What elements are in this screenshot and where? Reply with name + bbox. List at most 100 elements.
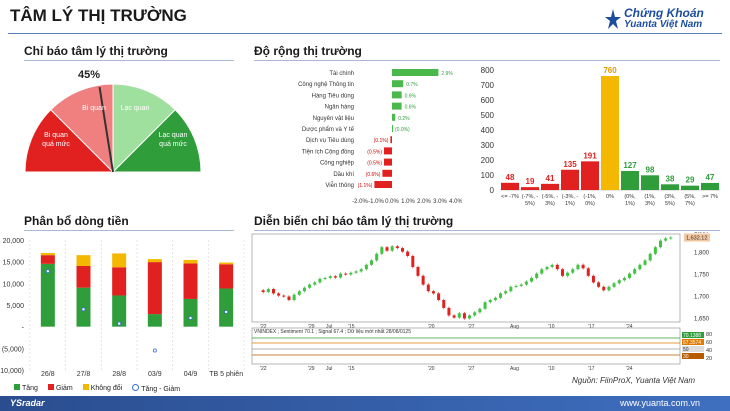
flow-bar [112, 267, 127, 296]
flow-y-tick: 10,000 [3, 281, 25, 288]
price-candle [406, 251, 410, 256]
price-candle [659, 240, 663, 248]
sector-value-label: (0.5%) [367, 161, 382, 167]
flow-x-tick: 04/9 [184, 371, 198, 377]
flow-bar [147, 259, 162, 263]
dist-value-label: 760 [603, 66, 617, 75]
price-candle [292, 294, 296, 300]
price-y-tick: 1,800 [694, 251, 710, 257]
dist-x-tick: (-1%, [583, 194, 597, 200]
dist-x-tick: (-7%, - [522, 194, 539, 200]
price-candle [308, 284, 312, 288]
sentiment-gauge: Bi quan quá mức Bi quan Lạc quan Lạc qua… [24, 83, 202, 174]
price-candle [473, 312, 477, 316]
dist-y-tick: 600 [481, 96, 495, 105]
sector-value-label: (1.1%) [358, 183, 373, 189]
price-candle [540, 269, 544, 274]
gauge-divider [24, 60, 234, 61]
indicator-badge-text: 50 [683, 347, 689, 353]
sector-bar [384, 158, 392, 166]
flow-bar [76, 266, 91, 288]
dist-bar [681, 185, 699, 190]
price-candle [431, 291, 435, 294]
price-candle [617, 280, 621, 284]
flow-bar [40, 255, 55, 264]
price-candle [535, 273, 539, 278]
dist-bar [641, 175, 659, 190]
price-x-tick: '27 [468, 324, 475, 330]
sector-bar [392, 69, 439, 76]
gauge-label-very-optimistic-2: quá mức [159, 141, 187, 148]
flows-divider [24, 230, 234, 231]
flow-y-tick: - [22, 325, 25, 332]
indicator-badge [682, 332, 704, 338]
gauge-segment-pessimistic [50, 83, 114, 174]
dist-value-label: 98 [646, 165, 655, 174]
price-candle [328, 276, 332, 278]
flow-y-tick: (10,000) [0, 368, 24, 375]
dist-bar [581, 161, 599, 190]
footer-brand: YSradar [10, 398, 45, 408]
sector-label: Ngân hàng [325, 105, 354, 111]
price-candle [339, 273, 343, 278]
price-candle [385, 247, 389, 251]
sector-x-tick: -2.0% [352, 199, 368, 205]
flow-bar [76, 255, 91, 266]
sentiment-price-chart: 1,850 1,800 1,750 1,700 1,650 1,632.12 '22 '29 J… [251, 232, 712, 372]
price-candle [313, 282, 317, 285]
price-candle [509, 286, 513, 292]
dist-x-tick: 5%) [665, 201, 675, 207]
sector-value-label: (0.5%) [367, 149, 382, 155]
indicator-badge-text: 30 [683, 354, 689, 360]
price-y-tick: 1,750 [694, 273, 710, 279]
price-candle [364, 264, 368, 270]
money-flow-chart: 20,000 15,000 10,000 5,000 - (5,000) (10,000) 2… [0, 238, 245, 377]
price-y-tick: 1,700 [694, 295, 710, 301]
breadth-divider [254, 60, 720, 61]
sector-value-label: (0.6%) [366, 172, 381, 178]
sector-bar [392, 125, 393, 132]
dist-y-tick: 200 [481, 156, 495, 165]
indicator-x-tick: '27 [468, 366, 475, 372]
price-candle [586, 268, 590, 276]
sector-value-label: 0.7% [406, 82, 418, 88]
sector-label: Tiện ích Cộng đồng [302, 149, 354, 155]
indicator-x-tick: '10 [548, 366, 555, 372]
price-candle [638, 264, 642, 270]
price-candle [349, 272, 353, 275]
flow-x-tick: 03/9 [148, 371, 162, 377]
flow-y-tick: (5,000) [2, 346, 24, 353]
price-candle [478, 308, 482, 313]
sector-x-tick: 2.0% [417, 199, 431, 205]
price-candle [504, 291, 508, 294]
sector-value-label: (0.0%) [395, 127, 410, 133]
dist-x-tick: (5%, [684, 194, 696, 200]
indicator-badge [682, 346, 704, 352]
legend-down: Giảm [47, 384, 73, 393]
flow-y-tick: 20,000 [3, 238, 25, 245]
price-candle [483, 302, 487, 309]
footer-website[interactable]: www.yuanta.com.vn [620, 398, 701, 408]
flow-net-point [188, 316, 193, 321]
flow-bar [219, 288, 234, 327]
dist-bar [501, 182, 519, 190]
price-candle [344, 273, 348, 275]
sector-label: Công nghiệp [320, 161, 355, 167]
price-x-tick: '29 [308, 324, 315, 330]
sector-x-tick: -1.0% [368, 199, 384, 205]
indicator-y-tick: 80 [706, 332, 712, 338]
price-candle [633, 269, 637, 274]
sector-label: Tài chính [329, 71, 354, 77]
dist-x-tick: >= 7% [702, 194, 718, 200]
sector-label: Viễn thông [325, 182, 354, 189]
price-candle [602, 286, 606, 291]
flows-title: Phân bổ dòng tiền [24, 214, 129, 228]
sector-bar [390, 136, 392, 144]
price-candle [560, 269, 564, 276]
sentiment-divider [254, 230, 720, 231]
gauge-label-pessimistic: Bi quan [82, 105, 106, 112]
sector-bar [392, 80, 404, 88]
price-candle [287, 296, 291, 300]
price-candle [437, 293, 441, 300]
price-candle [519, 284, 523, 286]
